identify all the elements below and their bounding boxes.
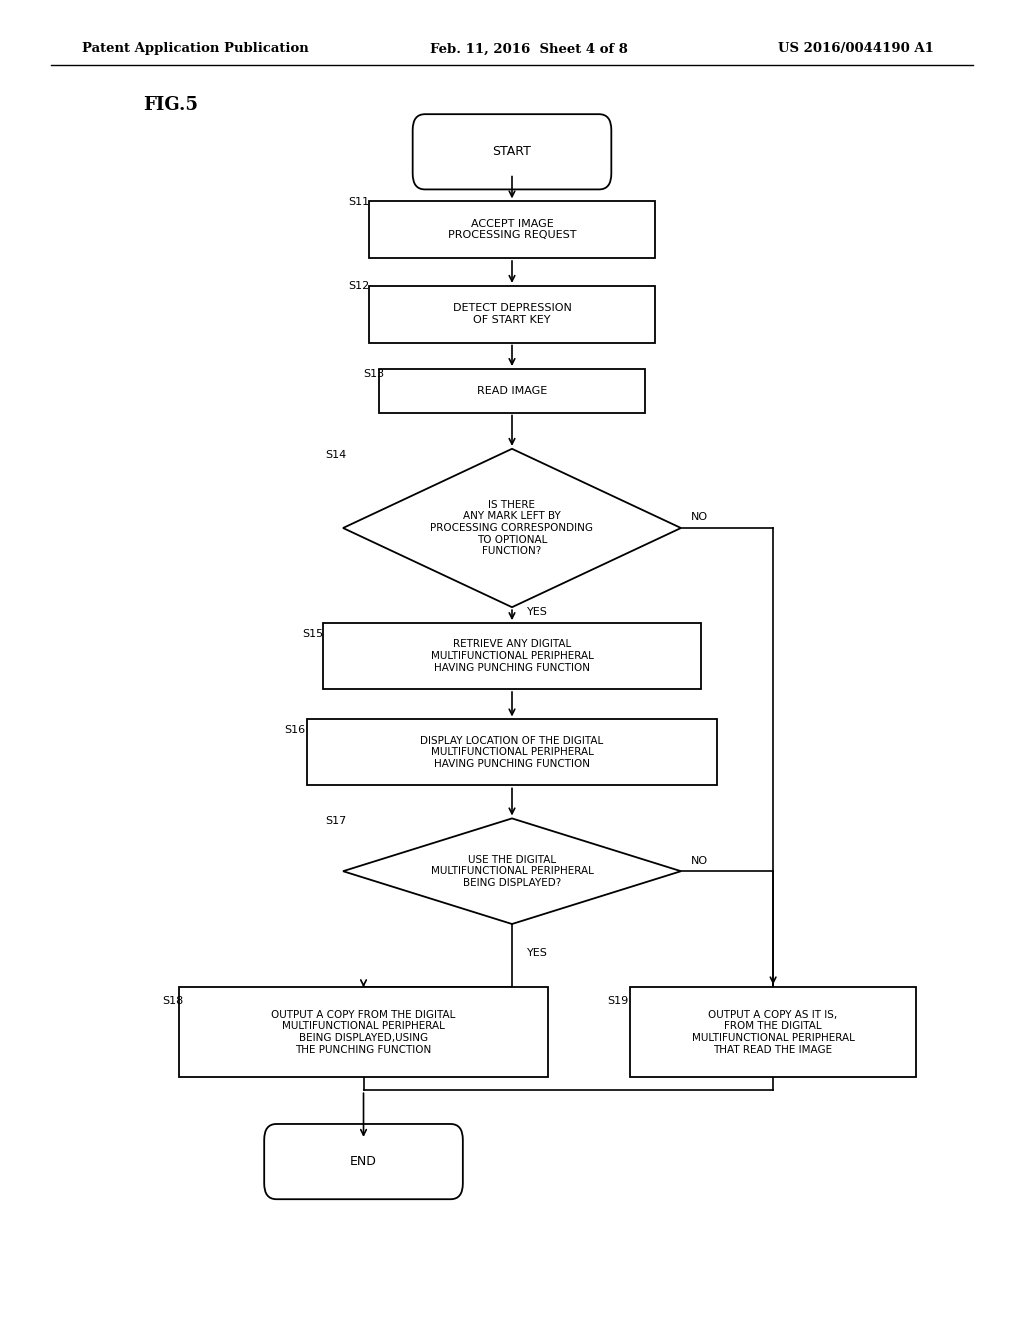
Text: DETECT DEPRESSION
OF START KEY: DETECT DEPRESSION OF START KEY [453,304,571,325]
Polygon shape [343,449,681,607]
Bar [179,987,548,1077]
Text: OUTPUT A COPY AS IT IS,
FROM THE DIGITAL
MULTIFUNCTIONAL PERIPHERAL
THAT READ TH: OUTPUT A COPY AS IT IS, FROM THE DIGITAL… [691,1010,855,1055]
Bar [369,286,655,342]
Text: S18: S18 [162,995,183,1006]
Text: S11: S11 [348,197,370,207]
Text: YES: YES [527,607,548,618]
Bar [379,368,645,412]
Text: USE THE DIGITAL
MULTIFUNCTIONAL PERIPHERAL
BEING DISPLAYED?: USE THE DIGITAL MULTIFUNCTIONAL PERIPHER… [430,854,594,888]
Bar [369,201,655,259]
Text: NO: NO [691,855,709,866]
Text: US 2016/0044190 A1: US 2016/0044190 A1 [778,42,934,55]
Text: S19: S19 [607,995,629,1006]
Text: END: END [350,1155,377,1168]
Text: START: START [493,145,531,158]
Text: Patent Application Publication: Patent Application Publication [82,42,308,55]
Text: S14: S14 [326,450,347,461]
Text: NO: NO [691,512,709,523]
FancyBboxPatch shape [413,114,611,189]
Polygon shape [343,818,681,924]
Text: S17: S17 [326,816,347,826]
Text: RETRIEVE ANY DIGITAL
MULTIFUNCTIONAL PERIPHERAL
HAVING PUNCHING FUNCTION: RETRIEVE ANY DIGITAL MULTIFUNCTIONAL PER… [430,639,594,673]
Text: OUTPUT A COPY FROM THE DIGITAL
MULTIFUNCTIONAL PERIPHERAL
BEING DISPLAYED,USING
: OUTPUT A COPY FROM THE DIGITAL MULTIFUNC… [271,1010,456,1055]
Bar [323,623,701,689]
Text: S13: S13 [364,368,385,379]
FancyBboxPatch shape [264,1125,463,1199]
Text: S15: S15 [302,628,324,639]
Bar [630,987,916,1077]
Text: DISPLAY LOCATION OF THE DIGITAL
MULTIFUNCTIONAL PERIPHERAL
HAVING PUNCHING FUNCT: DISPLAY LOCATION OF THE DIGITAL MULTIFUN… [421,735,603,770]
Text: FIG.5: FIG.5 [143,96,199,115]
Text: READ IMAGE: READ IMAGE [477,385,547,396]
Text: Feb. 11, 2016  Sheet 4 of 8: Feb. 11, 2016 Sheet 4 of 8 [430,42,628,55]
Text: IS THERE
ANY MARK LEFT BY
PROCESSING CORRESPONDING
TO OPTIONAL
FUNCTION?: IS THERE ANY MARK LEFT BY PROCESSING COR… [430,500,594,556]
Bar [307,719,717,785]
Text: ACCEPT IMAGE
PROCESSING REQUEST: ACCEPT IMAGE PROCESSING REQUEST [447,219,577,240]
Text: S16: S16 [285,725,306,735]
Text: S12: S12 [348,281,370,292]
Text: YES: YES [527,948,548,958]
